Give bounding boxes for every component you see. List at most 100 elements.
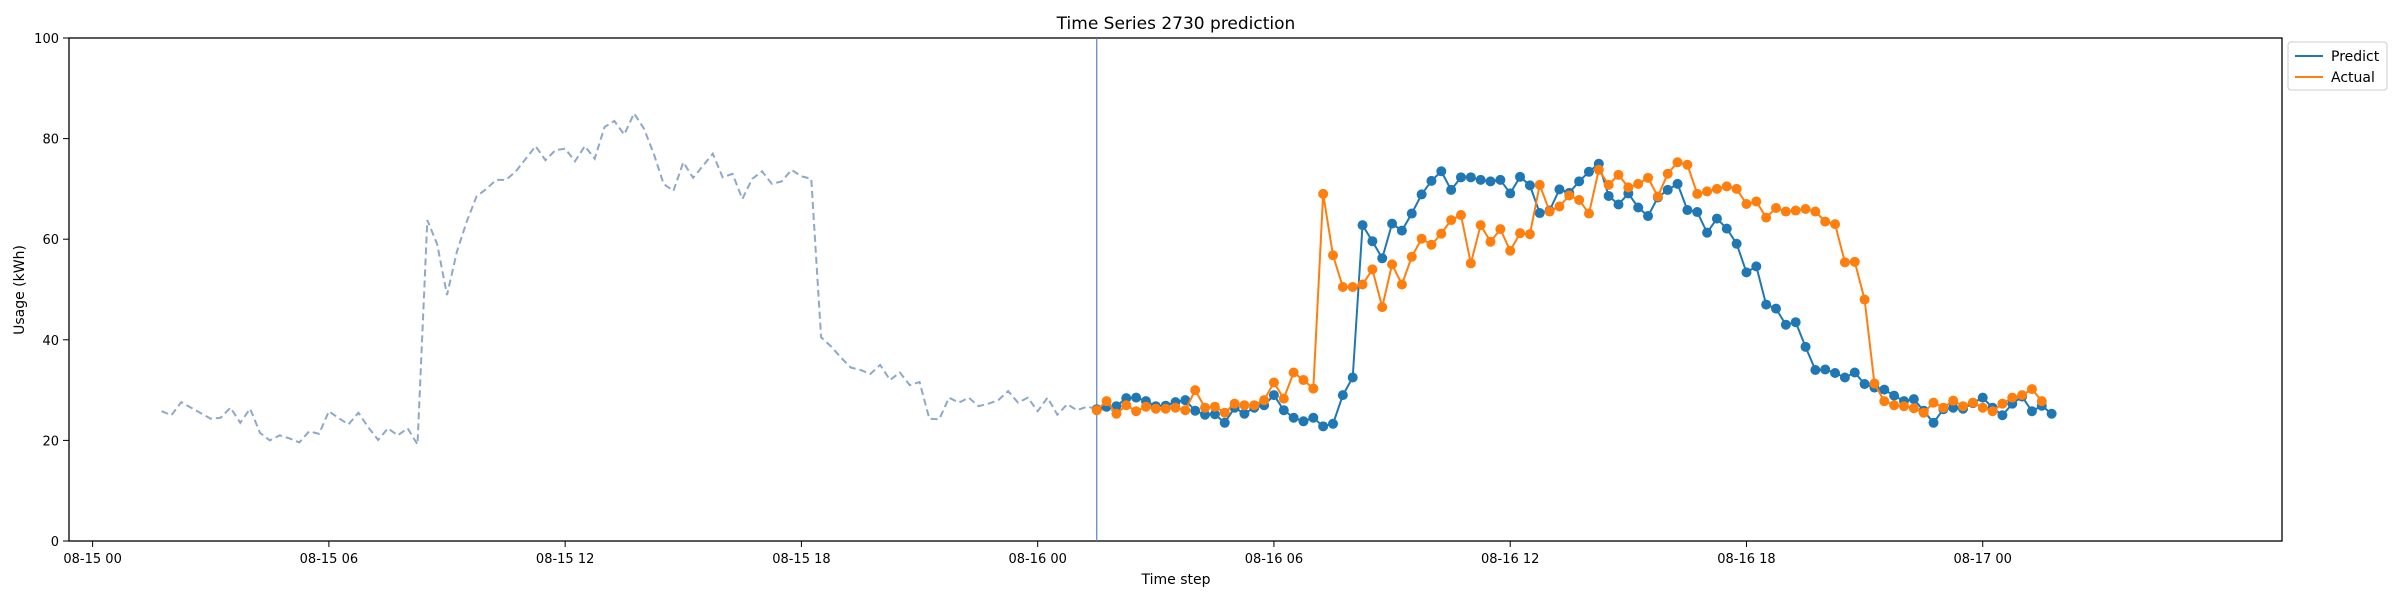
actual-point: [1721, 181, 1732, 192]
actual-point: [1377, 302, 1388, 313]
predict-point: [1711, 213, 1722, 224]
actual-point: [1800, 204, 1811, 215]
predict-point: [1347, 372, 1358, 383]
predict-point: [1830, 368, 1841, 378]
predict-point: [1603, 190, 1614, 201]
actual-point: [1298, 375, 1309, 386]
predict-point: [1406, 208, 1417, 219]
predict-point: [1455, 172, 1466, 183]
predict-point: [1613, 199, 1624, 210]
predict-point: [1318, 421, 1329, 432]
actual-point: [1200, 402, 1211, 413]
actual-point: [1475, 220, 1486, 231]
actual-point: [1603, 179, 1614, 190]
predict-point: [1396, 225, 1407, 236]
chart-title: Time Series 2730 prediction: [1056, 14, 1296, 34]
predict-point: [1357, 220, 1368, 231]
actual-point: [2007, 392, 2018, 403]
predict-point: [1751, 261, 1762, 272]
actual-point: [1357, 279, 1368, 290]
predict-point: [1820, 364, 1831, 375]
predict-point: [1268, 390, 1279, 401]
predict-point: [1741, 267, 1752, 278]
actual-point: [1111, 408, 1122, 419]
actual-point: [1170, 402, 1181, 413]
predict-point: [1515, 171, 1526, 182]
actual-point: [1465, 258, 1476, 269]
actual-point: [2036, 396, 2047, 407]
actual-point: [1633, 178, 1644, 189]
actual-point: [1997, 398, 2008, 409]
predict-point: [1780, 319, 1791, 330]
history-line: [161, 111, 1117, 448]
y-tick-label: 40: [42, 334, 59, 349]
predict-point: [1790, 317, 1801, 328]
predict-point: [1190, 405, 1201, 416]
actual-point: [2026, 384, 2037, 395]
actual-point: [1101, 396, 1112, 407]
predict-point: [1977, 392, 1988, 403]
actual-point: [1416, 233, 1427, 244]
predict-point: [1643, 211, 1654, 222]
actual-point: [1249, 400, 1260, 411]
predict-point: [1219, 417, 1230, 428]
actual-point: [1337, 281, 1348, 292]
predict-point: [1721, 223, 1732, 234]
predict-point: [1121, 393, 1132, 404]
actual-point: [1091, 405, 1102, 416]
actual-point: [1948, 395, 1959, 406]
actual-point: [1278, 393, 1289, 404]
actual-point: [1731, 183, 1742, 194]
predict-point: [1337, 390, 1348, 401]
actual-point: [1613, 169, 1624, 180]
actual-point: [1977, 402, 1988, 413]
predict-point: [1702, 227, 1713, 238]
x-tick-label: 08-15 18: [772, 552, 830, 567]
predict-point: [1505, 188, 1516, 199]
predict-point: [1849, 367, 1860, 378]
y-tick-label: 100: [34, 32, 59, 47]
actual-point: [1810, 206, 1821, 217]
actual-point: [1150, 403, 1161, 414]
actual-point: [1761, 212, 1772, 223]
actual-point: [1544, 206, 1555, 217]
predict-point: [1682, 205, 1693, 216]
predict-point: [1948, 402, 1959, 413]
actual-point: [1121, 400, 1132, 411]
predict-point: [1328, 418, 1339, 429]
actual-point: [1190, 385, 1201, 396]
predict-point: [1446, 184, 1457, 195]
predict-point: [2026, 406, 2037, 417]
predict-point: [1771, 303, 1781, 314]
predict-point: [1908, 394, 1919, 405]
predict-line: [1096, 162, 2053, 428]
actual-point: [1987, 406, 1998, 417]
plot-area: [68, 37, 2283, 542]
x-tick-label: 08-15 00: [63, 552, 121, 567]
actual-point: [1918, 407, 1929, 418]
actual-point: [1643, 172, 1654, 183]
actual-point: [1160, 403, 1171, 414]
predict-point: [1298, 416, 1309, 427]
predict-point: [1731, 238, 1742, 249]
predict-point: [1426, 175, 1437, 186]
actual-point: [1446, 215, 1457, 226]
predict-point: [1180, 395, 1191, 406]
actual-point: [1938, 402, 1949, 413]
actual-point: [1623, 182, 1634, 193]
x-axis-label: Time step: [1141, 572, 1211, 588]
actual-point: [1574, 194, 1585, 205]
predict-point: [1859, 379, 1870, 390]
actual-point: [1898, 401, 1909, 412]
predict-point: [1131, 392, 1142, 403]
actual-point: [1387, 259, 1398, 270]
actual-point: [1593, 164, 1604, 175]
actual-point: [1436, 228, 1447, 239]
predict-point: [1534, 208, 1545, 219]
actual-point: [1209, 401, 1220, 412]
predict-point: [1387, 218, 1398, 229]
actual-point: [1583, 208, 1594, 219]
legend-label-predict: Predict: [2331, 49, 2380, 65]
